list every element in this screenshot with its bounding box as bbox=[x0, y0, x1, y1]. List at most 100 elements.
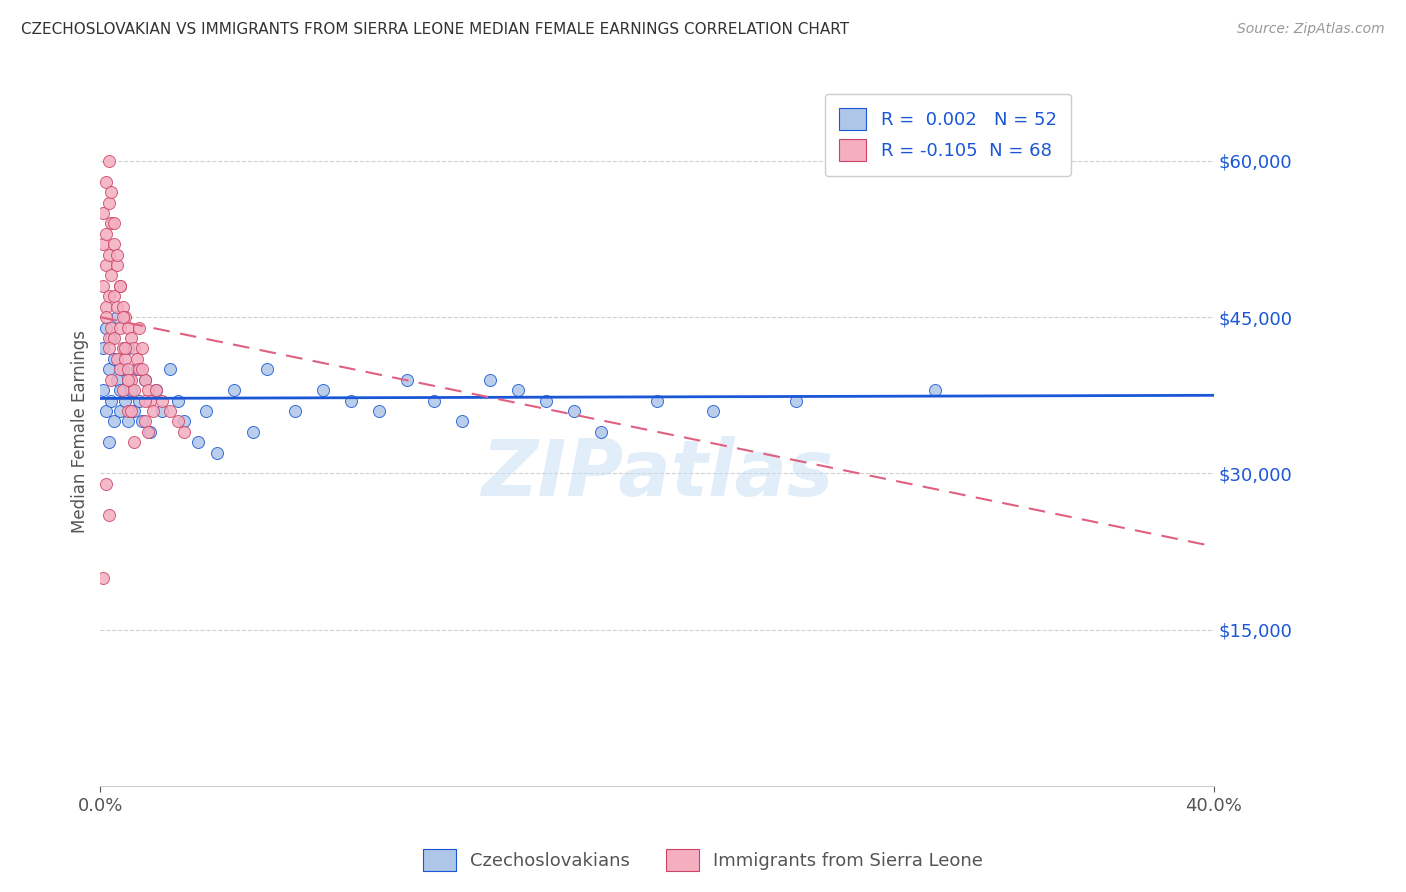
Point bbox=[111, 310, 134, 325]
Point bbox=[117, 320, 139, 334]
Point bbox=[367, 404, 389, 418]
Point bbox=[167, 414, 190, 428]
Point bbox=[702, 404, 724, 418]
Point bbox=[117, 404, 139, 418]
Point bbox=[187, 435, 209, 450]
Point bbox=[103, 351, 125, 366]
Point bbox=[91, 342, 114, 356]
Point bbox=[108, 383, 131, 397]
Point bbox=[108, 278, 131, 293]
Point bbox=[97, 289, 120, 303]
Point bbox=[114, 310, 136, 325]
Point bbox=[105, 300, 128, 314]
Point bbox=[120, 331, 142, 345]
Point bbox=[108, 362, 131, 376]
Point bbox=[103, 289, 125, 303]
Point bbox=[97, 362, 120, 376]
Point bbox=[125, 351, 148, 366]
Point bbox=[256, 362, 278, 376]
Point bbox=[111, 362, 134, 376]
Point bbox=[97, 195, 120, 210]
Point bbox=[340, 393, 363, 408]
Point bbox=[97, 247, 120, 261]
Point bbox=[105, 351, 128, 366]
Point bbox=[159, 362, 181, 376]
Point bbox=[120, 373, 142, 387]
Point bbox=[167, 393, 190, 408]
Point bbox=[105, 247, 128, 261]
Point bbox=[91, 206, 114, 220]
Point bbox=[103, 414, 125, 428]
Point bbox=[134, 373, 156, 387]
Point bbox=[142, 404, 165, 418]
Point bbox=[128, 362, 150, 376]
Point bbox=[100, 373, 122, 387]
Point bbox=[108, 320, 131, 334]
Point bbox=[111, 300, 134, 314]
Point bbox=[100, 268, 122, 283]
Point bbox=[139, 393, 162, 408]
Point bbox=[94, 476, 117, 491]
Point bbox=[103, 237, 125, 252]
Point bbox=[451, 414, 474, 428]
Point bbox=[103, 331, 125, 345]
Point bbox=[91, 237, 114, 252]
Point bbox=[100, 216, 122, 230]
Point bbox=[591, 425, 613, 439]
Point bbox=[94, 404, 117, 418]
Point bbox=[150, 404, 173, 418]
Point bbox=[134, 414, 156, 428]
Point bbox=[645, 393, 668, 408]
Point bbox=[111, 383, 134, 397]
Point bbox=[100, 185, 122, 199]
Point bbox=[395, 373, 418, 387]
Point bbox=[105, 258, 128, 272]
Point bbox=[97, 342, 120, 356]
Point bbox=[145, 383, 167, 397]
Point bbox=[117, 414, 139, 428]
Point bbox=[134, 373, 156, 387]
Point bbox=[534, 393, 557, 408]
Point bbox=[145, 383, 167, 397]
Point bbox=[94, 258, 117, 272]
Point bbox=[173, 414, 195, 428]
Point bbox=[100, 320, 122, 334]
Point bbox=[131, 362, 153, 376]
Point bbox=[150, 393, 173, 408]
Point bbox=[105, 310, 128, 325]
Point bbox=[94, 300, 117, 314]
Point bbox=[128, 320, 150, 334]
Point bbox=[122, 342, 145, 356]
Point bbox=[117, 362, 139, 376]
Point bbox=[114, 342, 136, 356]
Y-axis label: Median Female Earnings: Median Female Earnings bbox=[72, 330, 89, 533]
Point bbox=[100, 393, 122, 408]
Point bbox=[91, 383, 114, 397]
Point bbox=[108, 404, 131, 418]
Point bbox=[284, 404, 307, 418]
Point bbox=[195, 404, 218, 418]
Point bbox=[91, 278, 114, 293]
Point bbox=[91, 571, 114, 585]
Point bbox=[94, 310, 117, 325]
Point bbox=[136, 383, 159, 397]
Point bbox=[924, 383, 946, 397]
Point bbox=[117, 342, 139, 356]
Point bbox=[105, 373, 128, 387]
Point bbox=[114, 351, 136, 366]
Point bbox=[103, 216, 125, 230]
Point bbox=[173, 425, 195, 439]
Point bbox=[785, 393, 807, 408]
Point bbox=[479, 373, 502, 387]
Point bbox=[122, 404, 145, 418]
Point bbox=[122, 435, 145, 450]
Point bbox=[207, 445, 229, 459]
Text: ZIPatlas: ZIPatlas bbox=[481, 436, 834, 512]
Point bbox=[139, 425, 162, 439]
Point bbox=[159, 404, 181, 418]
Point bbox=[222, 383, 245, 397]
Point bbox=[562, 404, 585, 418]
Point bbox=[100, 331, 122, 345]
Point bbox=[117, 373, 139, 387]
Text: Source: ZipAtlas.com: Source: ZipAtlas.com bbox=[1237, 22, 1385, 37]
